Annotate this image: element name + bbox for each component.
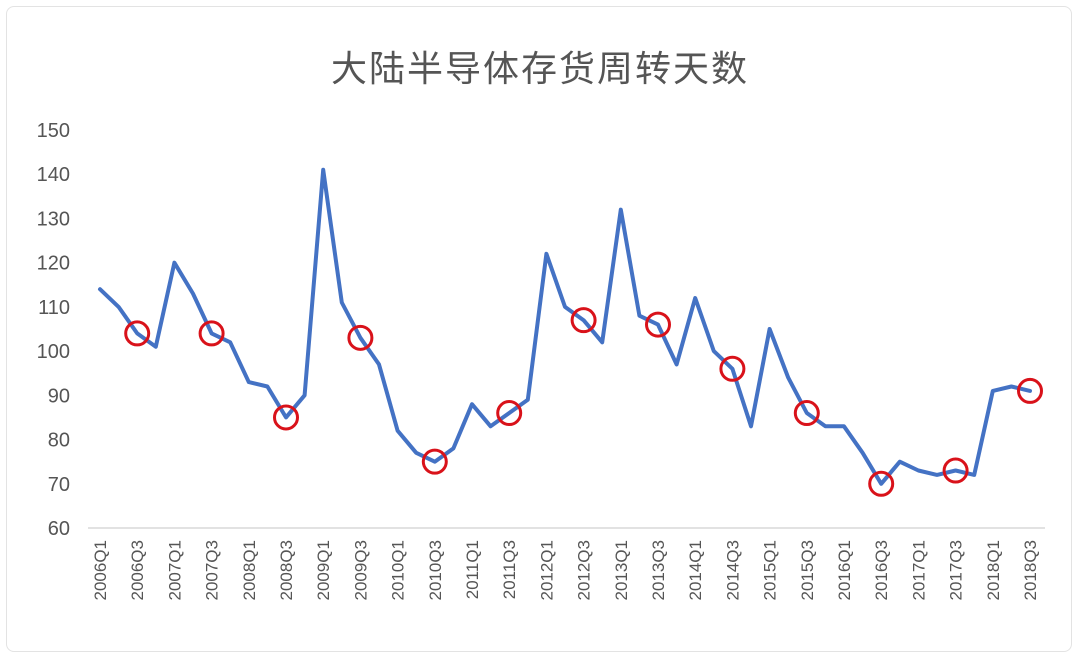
highlight-circle (347, 324, 374, 351)
x-tick-label: 2006Q1 (91, 540, 110, 601)
x-tick-label: 2007Q3 (203, 540, 222, 601)
y-tick-label: 140 (37, 164, 70, 186)
x-tick-label: 2014Q3 (723, 540, 742, 601)
x-tick-label: 2012Q3 (575, 540, 594, 601)
y-tick-label: 100 (37, 341, 70, 363)
x-axis-ticks: 2006Q1 2006Q3 2007Q1 2007Q3 2008Q1 2008Q3 2009… (91, 540, 1040, 601)
chart-title: 大陆半导体存货周转天数 (330, 49, 749, 90)
y-tick-label: 70 (48, 474, 70, 496)
y-tick-label: 90 (48, 385, 70, 407)
highlight-circle (645, 311, 671, 338)
y-tick-label: 110 (38, 297, 70, 319)
y-tick-label: 130 (37, 208, 70, 230)
highlight-circle (719, 355, 746, 382)
x-tick-label: 2017Q3 (947, 540, 966, 601)
x-tick-label: 2011Q3 (500, 540, 519, 599)
x-tick-label: 2018Q3 (1021, 540, 1040, 601)
x-tick-label: 2013Q1 (612, 540, 631, 601)
x-tick-label: 2008Q1 (240, 540, 259, 601)
x-tick-label: 2017Q1 (909, 540, 928, 601)
highlight-circle (273, 404, 299, 431)
x-tick-label: 2016Q1 (835, 540, 854, 601)
highlight-circle (942, 457, 969, 484)
y-tick-label: 150 (37, 120, 70, 142)
series-line (98, 167, 1032, 486)
highlight-circle (868, 470, 895, 497)
y-tick-label: 80 (48, 430, 70, 452)
x-tick-label: 2014Q1 (686, 540, 705, 601)
x-tick-label: 2018Q1 (984, 540, 1003, 601)
chart-frame (6, 6, 1072, 652)
x-tick-label: 2012Q1 (537, 540, 556, 601)
highlight-circle (496, 400, 523, 427)
y-axis-ticks: 60 70 80 90 100 110 120 130 140 150 (37, 120, 70, 540)
highlight-circle (1017, 377, 1043, 404)
x-tick-label: 2010Q3 (426, 540, 445, 601)
highlight-circle (198, 320, 225, 347)
x-tick-label: 2009Q3 (351, 540, 370, 601)
x-tick-label: 2013Q3 (649, 540, 668, 601)
y-tick-label: 60 (48, 518, 70, 540)
highlight-circle (124, 320, 151, 347)
x-tick-label: 2008Q3 (277, 540, 296, 601)
x-tick-label: 2016Q3 (872, 540, 891, 601)
x-tick-label: 2015Q3 (798, 540, 817, 601)
x-tick-label: 2006Q3 (128, 540, 147, 601)
x-tick-label: 2010Q1 (389, 540, 408, 601)
series-layer (98, 167, 1032, 486)
x-tick-label: 2009Q1 (314, 540, 333, 601)
highlight-circle (793, 400, 820, 427)
x-tick-label: 2007Q1 (165, 540, 184, 601)
y-tick-label: 120 (37, 253, 70, 275)
highlight-circle (421, 448, 448, 475)
x-tick-label: 2015Q1 (761, 540, 780, 601)
x-tick-label: 2011Q1 (463, 540, 482, 599)
highlight-circle (570, 307, 597, 334)
highlight-markers (124, 307, 1043, 497)
